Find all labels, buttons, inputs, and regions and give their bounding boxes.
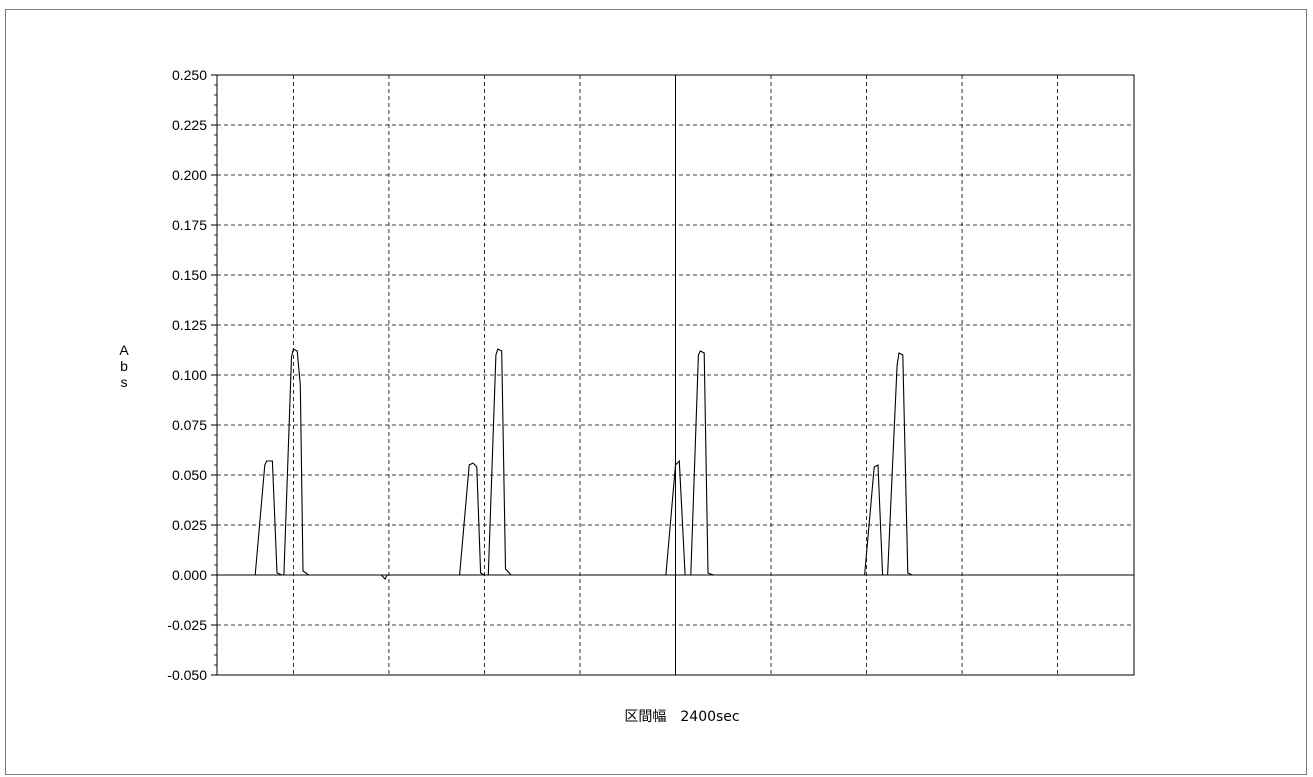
y-tick-label: 0.075 [172,417,207,433]
y-axis: 0.250 0.225 0.200 0.175 0.150 0.125 0.100 0.075… [167,67,217,683]
y-tick-label: 0.125 [172,317,207,333]
y-tick-label: 0.225 [172,117,207,133]
y-tick-label: -0.025 [167,617,207,633]
x-axis-label: 区間幅 2400sec [624,709,739,725]
y-tick-label: 0.050 [172,467,207,483]
chart: 0.250 0.225 0.200 0.175 0.150 0.125 0.100 0.075… [119,67,1135,725]
y-tick-label: 0.200 [172,167,207,183]
y-axis-label-char: b [120,358,128,374]
chart-frame: 0.250 0.225 0.200 0.175 0.150 0.125 0.100 0.075… [5,9,1307,775]
y-tick-label: 0.175 [172,217,207,233]
series-line [217,348,1134,580]
y-axis-label: Abs [119,342,129,390]
series [217,348,1134,580]
y-tick-label: 0.000 [172,567,207,583]
y-tick-label: 0.150 [172,267,207,283]
y-tick-label: 0.025 [172,517,207,533]
y-axis-label-char: A [119,342,129,358]
y-tick-label: -0.050 [167,667,207,683]
grid [217,75,1134,675]
y-axis-label-char: s [121,374,128,390]
y-tick-label: 0.250 [172,67,207,83]
y-tick-label: 0.100 [172,367,207,383]
